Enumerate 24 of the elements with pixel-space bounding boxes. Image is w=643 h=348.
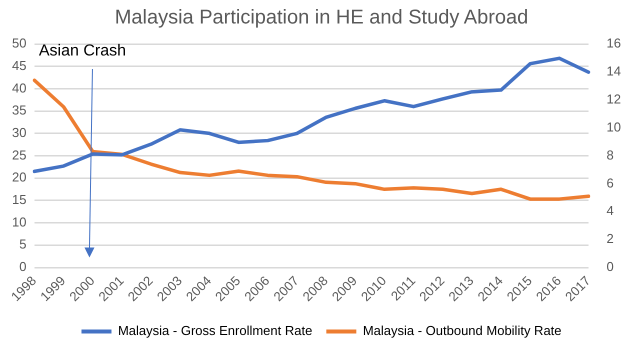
chart-title: Malaysia Participation in HE and Study Abroad xyxy=(114,6,528,29)
y-tick-label: 25 xyxy=(12,147,26,162)
annotation: Asian Crash xyxy=(38,42,126,60)
legend-label: Malaysia - Outbound Mobility Rate xyxy=(362,323,562,338)
y-tick-label: 0 xyxy=(19,259,26,274)
y2-tick-label: 10 xyxy=(606,119,622,134)
y-tick-label: 10 xyxy=(12,214,26,230)
y-tick-label: 30 xyxy=(12,124,26,140)
y2-tick-label: 6 xyxy=(606,175,614,190)
y-tick-label: 5 xyxy=(19,236,26,252)
y2-tick-label: 0 xyxy=(606,259,614,274)
y2-tick-label: 12 xyxy=(606,91,622,106)
y2-tick-label: 8 xyxy=(606,147,614,162)
y-tick-label: 35 xyxy=(12,102,26,118)
y-tick-label: 20 xyxy=(12,170,26,185)
y2-tick-label: 4 xyxy=(606,203,614,218)
y2-tick-label: 2 xyxy=(606,231,614,246)
legend-label: Malaysia - Gross Enrollment Rate xyxy=(118,323,312,338)
y2-tick-label: 16 xyxy=(606,36,622,51)
y2-tick-label: 14 xyxy=(606,64,622,79)
y-tick-label: 15 xyxy=(12,192,26,208)
y-tick-label: 40 xyxy=(12,80,26,96)
y-tick-label: 50 xyxy=(12,36,26,51)
y-tick-label: 45 xyxy=(12,58,26,73)
